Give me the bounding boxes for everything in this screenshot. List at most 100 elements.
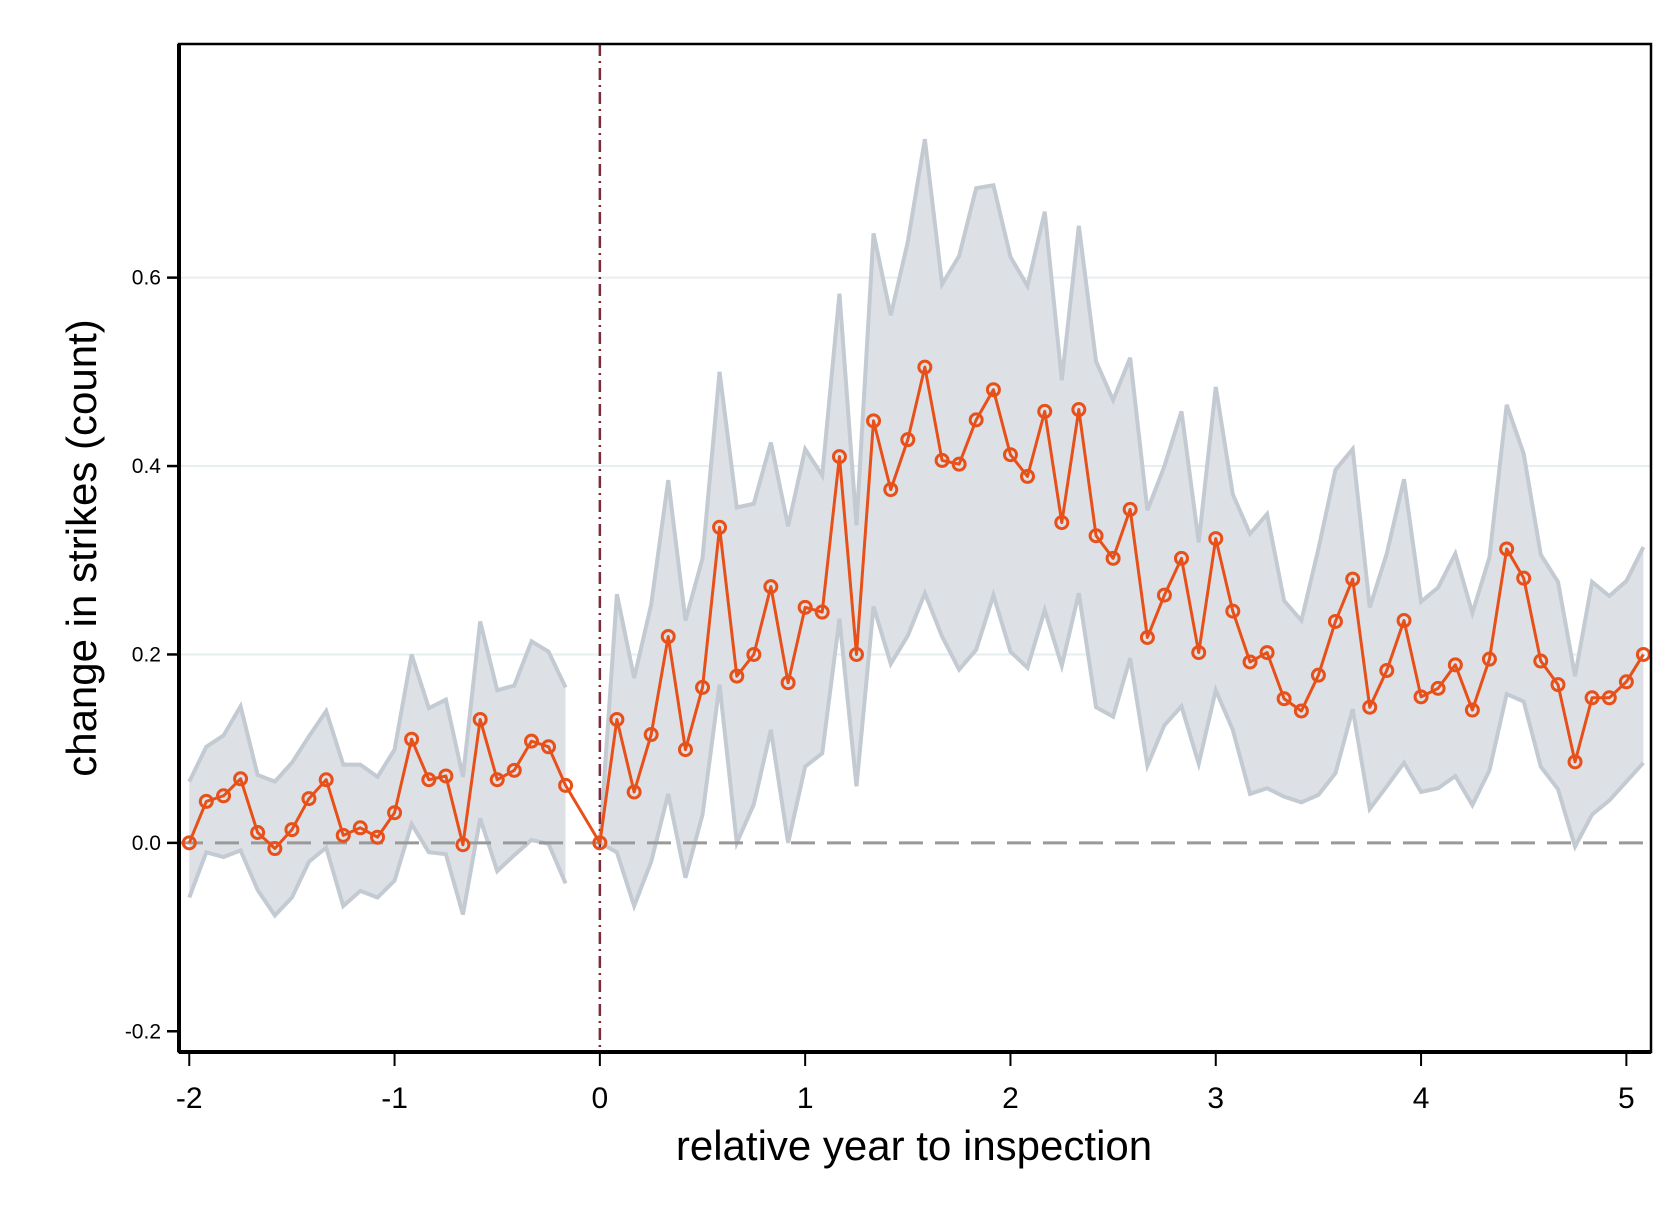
estimate-point — [1208, 531, 1224, 547]
x-axis: -2 -1 0 1 2 3 4 5 — [176, 1052, 1635, 1115]
plot-frame — [177, 42, 1653, 1054]
estimate-point — [1071, 402, 1087, 418]
estimate-point — [558, 777, 574, 793]
estimate-point — [1293, 703, 1309, 719]
estimate-point — [1327, 613, 1343, 629]
estimate-point — [1259, 645, 1275, 661]
estimate-point — [934, 452, 950, 468]
estimate-point — [1447, 657, 1463, 673]
estimate-point — [883, 482, 899, 498]
estimate-point — [660, 629, 676, 645]
estimate-point — [831, 449, 847, 465]
estimate-point — [404, 731, 420, 747]
estimate-series — [181, 359, 1651, 857]
estimate-point — [1002, 447, 1018, 463]
x-tick-label: -2 — [176, 1082, 203, 1115]
estimate-point — [1139, 629, 1155, 645]
estimate-point — [1550, 677, 1566, 693]
estimate-point — [677, 742, 693, 758]
y-tick-label: 0.0 — [132, 832, 161, 855]
y-axis-title: change in strikes (count) — [58, 319, 105, 777]
estimate-point — [1242, 654, 1258, 670]
estimate-point — [1601, 690, 1617, 706]
estimate-point — [216, 788, 232, 804]
estimate-point — [712, 519, 728, 535]
estimate-point — [746, 646, 762, 662]
y-axis: -0.2 0.0 0.2 0.4 0.6 — [125, 267, 179, 1043]
estimate-point — [609, 711, 625, 727]
ci-lower-bound-0 — [187, 817, 568, 919]
estimate-point — [250, 825, 266, 841]
estimate-point — [626, 784, 642, 800]
x-tick-label: 3 — [1207, 1082, 1224, 1115]
ci-upper-bound-0 — [187, 620, 568, 784]
estimate-point — [1345, 571, 1361, 587]
estimate-point — [1362, 699, 1378, 715]
estimate-point — [951, 456, 967, 472]
estimate-point — [301, 791, 317, 807]
confidence-band — [187, 138, 1646, 919]
estimate-point — [370, 829, 386, 845]
x-tick-label: -1 — [381, 1082, 408, 1115]
estimate-point — [729, 668, 745, 684]
estimate-point — [352, 820, 368, 836]
estimate-point — [1481, 651, 1497, 667]
estimate-point — [318, 772, 334, 788]
estimate-line — [187, 365, 1645, 851]
y-tick-label: 0.6 — [132, 267, 161, 290]
estimate-point — [1054, 515, 1070, 531]
reference-lines — [179, 44, 1651, 1052]
y-tick-label: -0.2 — [125, 1020, 161, 1043]
estimate-point — [1533, 653, 1549, 669]
estimate-point — [267, 841, 283, 857]
x-tick-label: 2 — [1002, 1082, 1019, 1115]
estimate-point — [1020, 468, 1036, 484]
x-tick-label: 0 — [592, 1082, 609, 1115]
estimate-point — [814, 604, 830, 620]
estimate-point — [523, 733, 539, 749]
ci-band-area-1 — [599, 139, 1644, 906]
estimate-point — [968, 412, 984, 428]
estimate-point — [695, 679, 711, 695]
estimate-point — [472, 711, 488, 727]
estimate-point — [438, 768, 454, 784]
ci-upper-bound-1 — [597, 138, 1646, 844]
estimate-point — [1635, 646, 1651, 662]
estimate-point — [335, 827, 351, 843]
estimate-point — [866, 413, 882, 429]
estimate-point — [985, 382, 1001, 398]
estimate-point — [1088, 528, 1104, 544]
estimate-point — [387, 805, 403, 821]
estimate-point — [233, 771, 249, 787]
estimate-point — [506, 762, 522, 778]
estimate-point — [1310, 667, 1326, 683]
estimate-point — [1430, 680, 1446, 696]
estimate-point — [592, 835, 608, 851]
estimate-point — [198, 793, 214, 809]
estimate-point — [780, 675, 796, 691]
estimate-point — [1276, 691, 1292, 707]
y-tick-label: 0.2 — [132, 643, 161, 666]
estimate-point — [1396, 613, 1412, 629]
estimate-point — [1584, 690, 1600, 706]
x-axis-title: relative year to inspection — [676, 1122, 1152, 1169]
estimate-point — [1191, 645, 1207, 661]
estimate-point — [900, 432, 916, 448]
estimate-point — [1499, 541, 1515, 557]
x-tick-label: 1 — [797, 1082, 814, 1115]
estimate-point — [1122, 501, 1138, 517]
ci-lower-bound-1 — [598, 587, 1645, 912]
estimate-point — [284, 822, 300, 838]
estimate-point — [1618, 674, 1634, 690]
x-tick-label: 4 — [1413, 1082, 1430, 1115]
estimate-point — [1173, 550, 1189, 566]
estimate-point — [1413, 689, 1429, 705]
estimate-point — [1379, 662, 1395, 678]
estimate-point — [421, 772, 437, 788]
estimate-point — [1105, 550, 1121, 566]
estimate-point — [181, 835, 197, 851]
x-tick-label: 5 — [1618, 1082, 1635, 1115]
y-tick-label: 0.4 — [132, 455, 162, 478]
estimate-point — [1225, 603, 1241, 619]
